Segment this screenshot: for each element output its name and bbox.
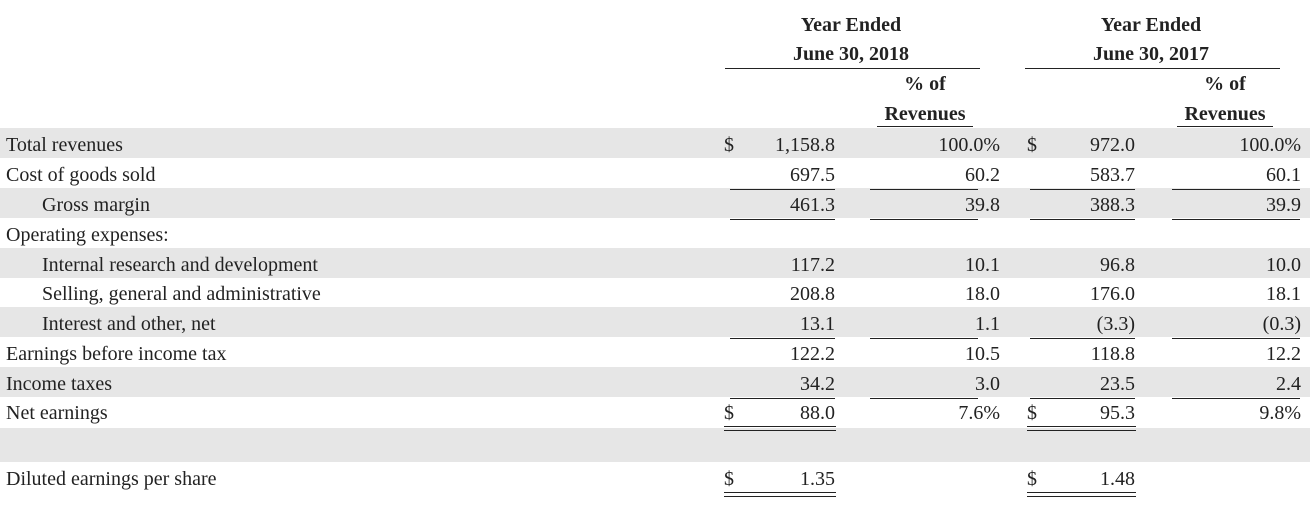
row-shade xyxy=(0,367,1310,397)
cell: 60.1 xyxy=(1266,164,1301,186)
cell: $ xyxy=(1027,134,1037,156)
header-rule xyxy=(725,68,980,69)
cell: 208.8 xyxy=(790,283,835,305)
cell: 2.4 xyxy=(1276,373,1301,395)
underline xyxy=(870,189,978,190)
cell: $ xyxy=(724,402,734,424)
period-header: Year Ended xyxy=(800,14,902,36)
row-label: Income taxes xyxy=(6,373,113,395)
cell: 1.48 xyxy=(1100,468,1135,490)
row-label: Selling, general and administrative xyxy=(42,283,321,305)
double-underline xyxy=(1027,426,1136,427)
cell: $ xyxy=(1027,468,1037,490)
underline xyxy=(730,338,835,339)
cell: 88.0 xyxy=(800,402,835,424)
underline xyxy=(1030,189,1135,190)
cell: 697.5 xyxy=(790,164,835,186)
cell: (0.3) xyxy=(1262,313,1301,335)
date-header: June 30, 2018 xyxy=(792,43,910,65)
pct-header: Revenues xyxy=(884,103,966,125)
underline xyxy=(870,338,978,339)
row-label: Earnings before income tax xyxy=(6,343,227,365)
row-label: Diluted earnings per share xyxy=(6,468,217,490)
row-label: Total revenues xyxy=(6,134,123,156)
underline xyxy=(730,219,835,220)
double-underline xyxy=(724,426,836,427)
cell: 583.7 xyxy=(1090,164,1135,186)
cell: 95.3 xyxy=(1100,402,1135,424)
cell: 122.2 xyxy=(790,343,835,365)
cell: 10.1 xyxy=(965,254,1000,276)
cell: 118.8 xyxy=(1090,343,1135,365)
underline xyxy=(1030,219,1135,220)
cell: 117.2 xyxy=(790,254,835,276)
underline xyxy=(1172,189,1300,190)
pct-header: % of xyxy=(1204,73,1246,95)
double-underline xyxy=(724,492,836,493)
cell: 18.0 xyxy=(965,283,1000,305)
header-rule xyxy=(877,126,973,127)
cell: (3.3) xyxy=(1096,313,1135,335)
underline xyxy=(1030,338,1135,339)
row-label: Internal research and development xyxy=(42,254,318,276)
row-shade xyxy=(0,188,1310,218)
cell: $ xyxy=(724,468,734,490)
cell: 12.2 xyxy=(1266,343,1301,365)
cell: 9.8% xyxy=(1259,402,1301,424)
row-label: Cost of goods sold xyxy=(6,164,156,186)
row-shade xyxy=(0,307,1310,337)
cell: 34.2 xyxy=(800,373,835,395)
cell: 1,158.8 xyxy=(775,134,835,156)
underline xyxy=(730,189,835,190)
cell: 7.6% xyxy=(958,402,1000,424)
cell: 388.3 xyxy=(1090,194,1135,216)
double-underline xyxy=(724,496,836,497)
cell: 461.3 xyxy=(790,194,835,216)
cell: 100.0% xyxy=(1239,134,1301,156)
cell: 100.0% xyxy=(938,134,1000,156)
header-rule xyxy=(1025,68,1280,69)
row-label: Net earnings xyxy=(6,402,108,424)
cell: 13.1 xyxy=(800,313,835,335)
cell: $ xyxy=(1027,402,1037,424)
row-label: Operating expenses: xyxy=(6,224,169,246)
cell: 176.0 xyxy=(1090,283,1135,305)
cell: $ xyxy=(724,134,734,156)
row-label: Interest and other, net xyxy=(42,313,216,335)
cell: 60.2 xyxy=(965,164,1000,186)
cell: 10.5 xyxy=(965,343,1000,365)
cell: 3.0 xyxy=(975,373,1000,395)
cell: 18.1 xyxy=(1266,283,1301,305)
double-underline xyxy=(1027,430,1136,431)
underline xyxy=(1172,398,1300,399)
cell: 10.0 xyxy=(1266,254,1301,276)
header-rule xyxy=(1177,126,1273,127)
row-shade xyxy=(0,128,1310,158)
double-underline xyxy=(1027,496,1136,497)
double-underline xyxy=(724,430,836,431)
row-shade xyxy=(0,248,1310,278)
date-header: June 30, 2017 xyxy=(1092,43,1210,65)
row-shade xyxy=(0,428,1310,462)
underline xyxy=(870,398,978,399)
cell: 972.0 xyxy=(1090,134,1135,156)
cell: 96.8 xyxy=(1100,254,1135,276)
underline xyxy=(1172,219,1300,220)
cell: 39.8 xyxy=(965,194,1000,216)
pct-header: Revenues xyxy=(1184,103,1266,125)
period-header: Year Ended xyxy=(1100,14,1202,36)
double-underline xyxy=(1027,492,1136,493)
pct-header: % of xyxy=(904,73,946,95)
underline xyxy=(1030,398,1135,399)
cell: 1.35 xyxy=(800,468,835,490)
underline xyxy=(870,219,978,220)
cell: 1.1 xyxy=(975,313,1000,335)
cell: 39.9 xyxy=(1266,194,1301,216)
row-label: Gross margin xyxy=(42,194,150,216)
underline xyxy=(1172,338,1300,339)
underline xyxy=(730,398,835,399)
cell: 23.5 xyxy=(1100,373,1135,395)
